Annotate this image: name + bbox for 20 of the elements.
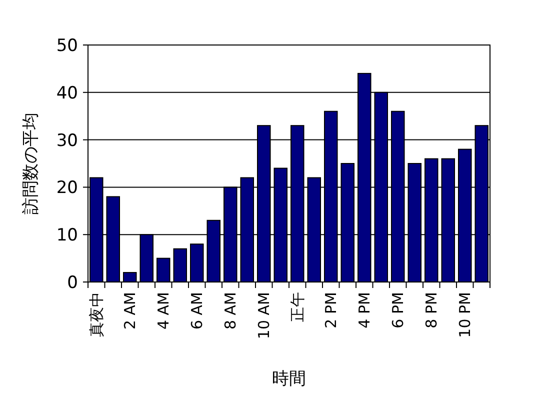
x-tick-label: 6 PM [388, 292, 407, 328]
x-tick-label: 8 AM [221, 292, 240, 330]
y-axis-title: 訪問数の平均 [21, 112, 41, 214]
y-tick-label: 10 [56, 226, 78, 246]
y-tick-label: 0 [67, 273, 78, 293]
y-tick-label: 20 [56, 178, 78, 198]
x-tick-label: 10 AM [254, 292, 273, 340]
y-tick-label: 30 [56, 130, 78, 151]
y-tick-label: 40 [56, 83, 78, 104]
x-tick-label: 6 AM [188, 292, 206, 330]
x-tick-label: 4 PM [355, 292, 374, 328]
x-tick-label: 真夜中 [87, 292, 106, 337]
x-tick-label: 2 AM [120, 292, 139, 330]
y-tick-label: 50 [56, 36, 78, 56]
x-tick-label: 8 PM [422, 292, 440, 328]
x-tick-label: 4 AM [154, 292, 172, 330]
x-tick-label: 正午 [288, 292, 306, 322]
x-axis-title: 時間 [272, 369, 306, 389]
x-tick-label: 10 PM [456, 292, 474, 338]
x-tick-label: 2 PM [322, 292, 340, 328]
